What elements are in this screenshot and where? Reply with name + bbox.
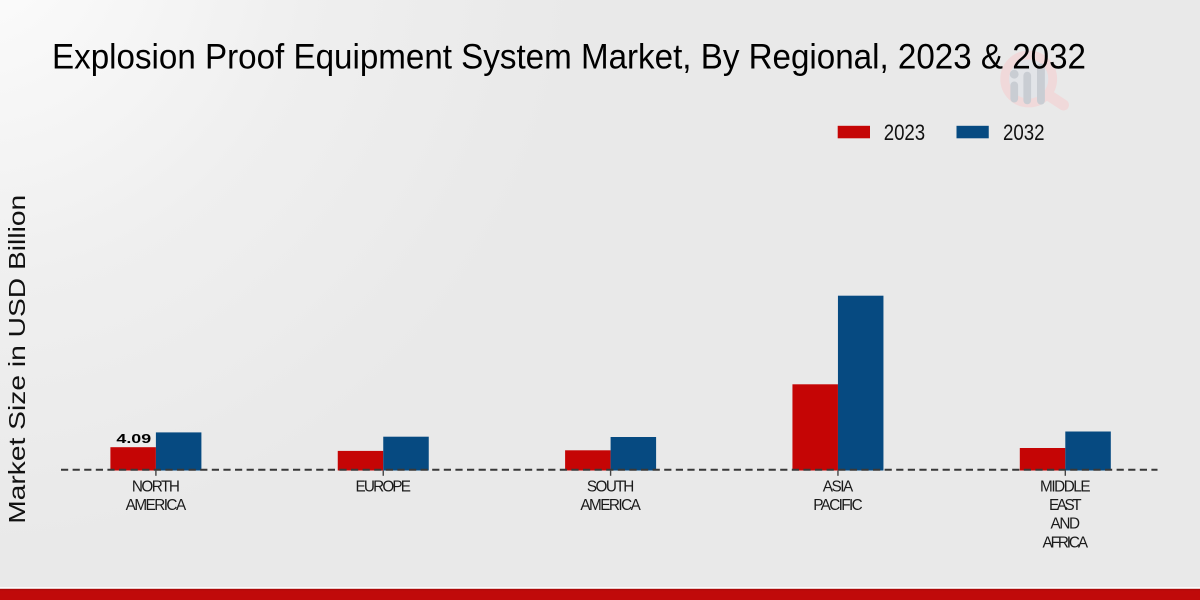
svg-text:Market Size in USD Billion: Market Size in USD Billion — [4, 195, 30, 524]
svg-text:SOUTH: SOUTH — [587, 479, 635, 496]
svg-text:NORTH: NORTH — [132, 479, 180, 496]
svg-text:2023: 2023 — [884, 120, 926, 145]
svg-text:MIDDLE: MIDDLE — [1040, 479, 1091, 496]
svg-text:4.09: 4.09 — [116, 431, 151, 446]
svg-text:PACIFIC: PACIFIC — [813, 497, 863, 514]
svg-text:ASIA: ASIA — [823, 479, 854, 496]
svg-text:AFRICA: AFRICA — [1043, 534, 1089, 551]
svg-text:Explosion Proof Equipment Syst: Explosion Proof Equipment System Market,… — [52, 37, 1086, 77]
svg-text:EAST: EAST — [1049, 497, 1082, 514]
svg-text:AMERICA: AMERICA — [126, 497, 187, 514]
svg-text:AMERICA: AMERICA — [580, 497, 641, 514]
svg-text:AND: AND — [1051, 516, 1081, 533]
svg-text:EUROPE: EUROPE — [356, 479, 412, 496]
svg-text:2032: 2032 — [1003, 120, 1045, 145]
